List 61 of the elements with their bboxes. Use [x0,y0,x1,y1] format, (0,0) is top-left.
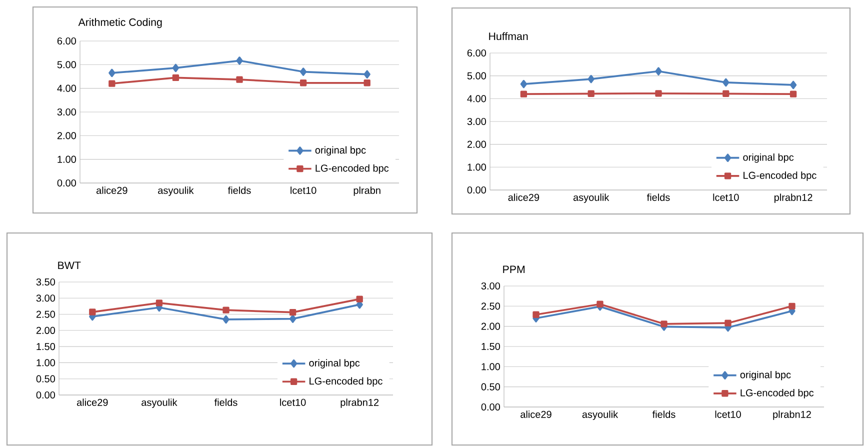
x-tick-label: fields [652,410,676,418]
x-tick-label: asyoulik [582,410,618,420]
x-tick-label: lcet10 [290,186,316,194]
y-tick-label: 2.00 [57,132,76,140]
x-tick-label: plrabn12 [340,398,379,408]
y-tick-label: 2.50 [481,302,500,310]
y-tick-label: 0.00 [57,179,76,187]
x-tick-label: plrabn12 [773,410,811,420]
y-tick-label: 3.00 [57,108,76,116]
x-tick-label: asyoulik [142,398,178,408]
chart-title: Arithmetic Coding [78,18,162,28]
y-tick-label: 6.00 [467,49,486,57]
y-tick-label: 1.00 [468,164,486,171]
x-tick-label: plrabn12 [774,194,812,203]
y-tick-label: 0.00 [481,403,500,411]
chart-title: PPM [503,266,525,274]
y-tick-label: 3.00 [36,294,56,302]
y-tick-label: 5.00 [467,72,486,80]
y-tick-label: 0.00 [36,391,56,399]
x-tick-label: alice29 [508,194,540,201]
y-tick-label: 2.00 [36,326,56,334]
legend-label: original bpc [309,359,360,368]
x-tick-label: fields [646,194,670,201]
x-tick-label: asyoulik [158,186,194,196]
legend-label: LG-encoded bpc [744,172,816,181]
y-tick-label: 2.00 [467,140,486,148]
y-tick-label: 1.00 [36,359,56,366]
y-tick-label: 4.00 [467,95,486,102]
y-tick-label: 1.50 [482,342,500,350]
chart-title: Huffman [489,32,528,40]
y-tick-label: 0.00 [467,186,486,194]
y-tick-label: 6.00 [57,37,76,45]
legend-label: original bpc [740,370,791,380]
y-tick-label: 1.00 [58,156,76,163]
y-tick-label: 3.00 [481,282,500,290]
y-tick-label: 3.50 [36,278,56,286]
legend-label: original bpc [315,146,366,156]
x-tick-label: fields [228,186,251,194]
x-tick-label: alice29 [96,186,128,194]
x-tick-label: fields [214,398,238,406]
legend-label: original bpc [743,153,794,163]
x-tick-label: lcet10 [715,410,741,418]
x-tick-label: asyoulik [573,194,610,203]
y-tick-label: 1.00 [482,363,500,370]
x-tick-label: alice29 [520,410,552,418]
legend-label: LG-encoded bpc [316,164,389,174]
x-tick-label: lcet10 [280,398,306,406]
y-tick-label: 0.50 [36,375,56,382]
y-tick-label: 3.00 [467,118,486,126]
legend-label: LG-encoded bpc [740,389,814,398]
y-tick-label: 5.00 [57,61,76,68]
chart-title: BWT [58,262,81,270]
y-tick-label: 0.50 [481,383,500,390]
x-tick-label: lcet10 [713,194,739,201]
y-tick-label: 2.00 [481,322,500,330]
y-tick-label: 2.50 [36,310,56,318]
y-tick-label: 4.00 [57,84,76,92]
x-tick-label: plrabn [354,186,380,196]
x-tick-label: alice29 [76,398,108,406]
y-tick-label: 1.50 [36,343,56,350]
legend-label: LG-encoded bpc [310,377,382,387]
